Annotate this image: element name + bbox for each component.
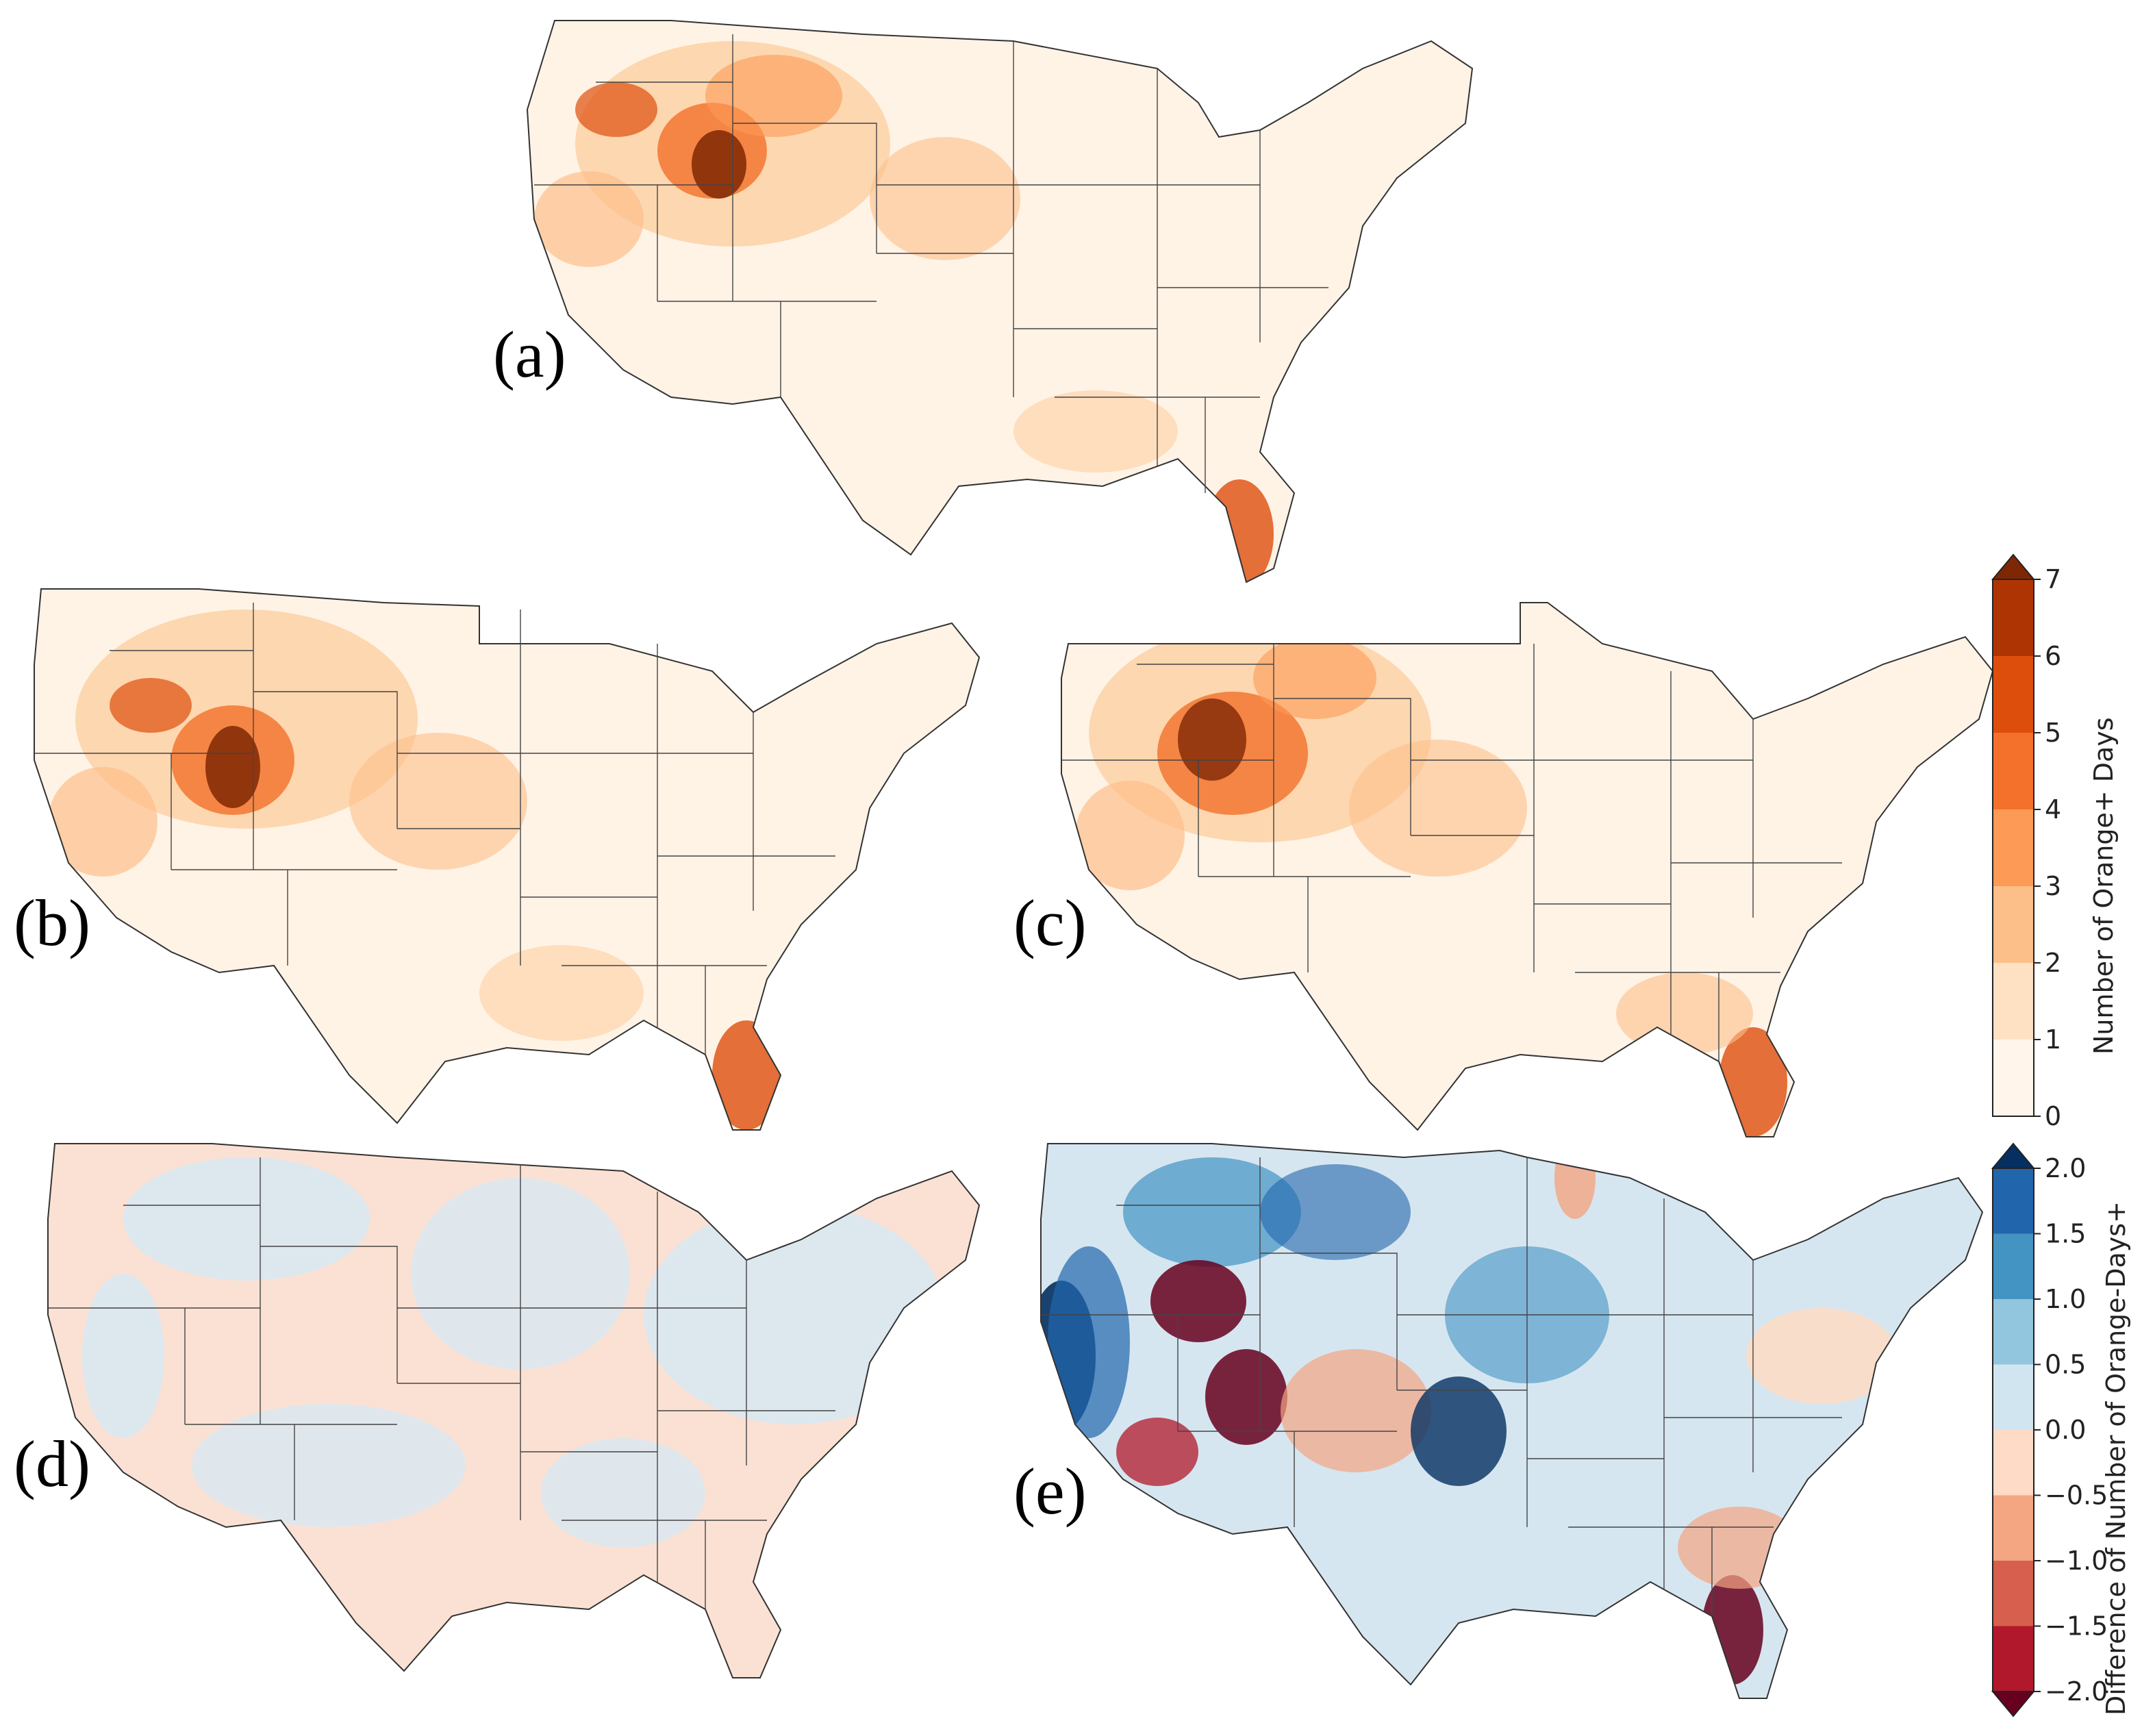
us-map-a [526,20,1474,583]
colorbar-difference-tick-label: 0.0 [2045,1415,2086,1445]
map-panel-c: (c) [1013,589,2000,1137]
colorbar-difference-bin [1993,1168,2034,1234]
colorbar-difference-bin [1993,1626,2034,1691]
colorbar-difference-bin [1993,1233,2034,1299]
colorbar-orange-bin [1993,1040,2034,1116]
colorbar-difference-tick-label: −1.5 [2045,1611,2108,1641]
colorbar-difference-tick-label: 0.5 [2045,1350,2086,1380]
colorbar-orange-tick-label: 4 [2045,794,2061,825]
colorbar-difference-tick-label: 1.5 [2045,1219,2086,1249]
colorbar-difference-extend-min [1991,1691,2036,1718]
colorbar-orange-tick-label: 5 [2045,718,2061,748]
panel-label-c: (c) [1013,886,1087,959]
colorbar-difference-bin [1993,1495,2034,1561]
colorbar-difference-bin [1993,1364,2034,1430]
colorbar-difference-bin [1993,1561,2034,1626]
colorbar-orange-frame [1992,579,2034,1117]
colorbar-orange-bin [1993,656,2034,733]
colorbar-orange: 0 1 2 3 4 5 6 7 Number of Orange+ Days [1986,548,2137,1137]
panel-label-e: (e) [1013,1455,1087,1528]
colorbar-difference-tick-label: −2.0 [2045,1676,2108,1707]
colorbar-difference-tick-label: −0.5 [2045,1481,2108,1511]
panel-label-a: (a) [493,318,566,391]
colorbar-orange-tick-label: 2 [2045,948,2061,978]
colorbar-orange-bin [1993,963,2034,1040]
map-panel-b: (b) [14,582,986,1131]
colorbar-difference-bin [1993,1299,2034,1365]
map-panel-a: (a) [493,14,1479,589]
colorbar-difference-svg: −2.0 −1.5 −1.0 −0.5 0.0 0.5 1.0 1.5 2.0 [1991,1142,2108,1718]
colorbar-orange-tick-label: 6 [2045,641,2061,671]
colorbar-orange-tick-label: 3 [2045,871,2061,901]
us-map-c [1061,602,1994,1137]
panel-label-d: (d) [14,1427,90,1500]
map-panel-d: (d) [14,1137,986,1678]
colorbar-orange-tick-label: 7 [2045,564,2061,594]
colorbar-orange-extend-max [1991,553,2036,580]
colorbar-orange-bin [1993,733,2034,809]
colorbar-orange-svg: 0 1 2 3 4 5 6 7 [1991,553,2061,1131]
colorbar-difference: −2.0 −1.5 −1.0 −0.5 0.0 0.5 1.0 1.5 2.0 Differen… [1986,1142,2137,1733]
us-map-e [1040,1143,1984,1699]
map-panel-e: (e) [1013,1137,1986,1705]
us-map-d [47,1143,981,1678]
colorbar-difference-extend-max [1991,1142,2036,1169]
colorbar-difference-tick-label: −1.0 [2045,1546,2108,1576]
colorbar-orange-tick-label: 1 [2045,1024,2061,1055]
colorbar-orange-tick-label: 0 [2045,1101,2061,1131]
colorbar-difference-bin [1993,1430,2034,1496]
colorbar-orange-bin [1993,886,2034,963]
colorbar-orange-bin [1993,579,2034,656]
panel-label-b: (b) [14,886,90,959]
colorbar-difference-title: Difference of Number of Orange-Days+ [2101,1201,2131,1715]
us-map-b [34,588,981,1131]
colorbar-difference-tick-label: 1.0 [2045,1284,2086,1314]
colorbar-orange-title: Number of Orange+ Days [2089,717,2119,1055]
colorbar-orange-bin [1993,809,2034,886]
colorbar-difference-tick-label: 2.0 [2045,1153,2086,1183]
